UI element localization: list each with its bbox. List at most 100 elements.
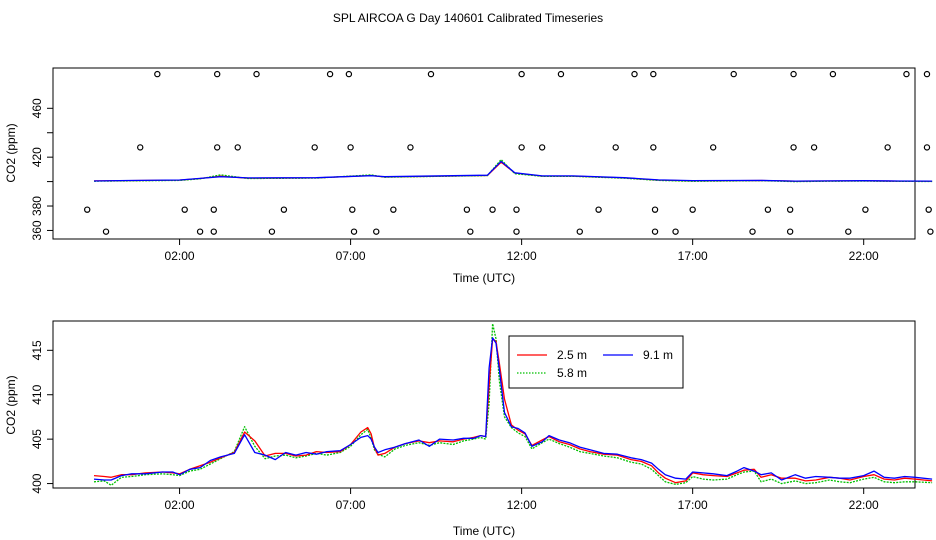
- bottom-plot-frame: [52, 320, 916, 489]
- bottom-y-tick-label: 400: [30, 473, 44, 493]
- bottom-y-axis: 400 405 410 415: [30, 340, 54, 494]
- top-lines: [93, 158, 933, 183]
- bottom-x-tick-label: 17:00: [678, 498, 708, 512]
- top-marker-point: [518, 70, 525, 78]
- top-marker-point: [373, 228, 380, 235]
- top-marker-point: [518, 144, 525, 151]
- top-marker-point: [612, 144, 619, 151]
- top-marker-point: [390, 206, 397, 213]
- top-y-tick-label: 380: [30, 196, 44, 216]
- top-marker-point: [923, 144, 931, 151]
- bottom-y-tick-label: 410: [30, 384, 44, 404]
- legend: 2.5 m 9.1 m 5.8 m: [508, 335, 684, 389]
- top-marker-point: [463, 206, 471, 213]
- top-x-tick-label: 07:00: [336, 249, 366, 263]
- top-marker-point: [862, 206, 869, 213]
- top-marker-point: [467, 228, 474, 235]
- top-marker-point: [709, 144, 717, 151]
- top-marker-point: [427, 70, 435, 78]
- top-marker-point: [347, 144, 354, 151]
- top-marker-point: [576, 228, 583, 235]
- top-marker-point: [210, 228, 217, 235]
- top-marker-point: [538, 144, 546, 151]
- top-marker-point: [84, 206, 91, 213]
- top-marker-point: [595, 206, 602, 213]
- top-plot-frame: [52, 67, 916, 240]
- top-x-axis: 02:00 07:00 12:00 17:00 22:00: [165, 238, 879, 263]
- top-marker-point: [407, 144, 414, 151]
- top-x-tick-label: 02:00: [165, 249, 195, 263]
- top-y-axis: 360 380 420 460: [30, 98, 54, 240]
- bottom-x-axis-label: Time (UTC): [453, 524, 515, 538]
- top-marker-point: [730, 70, 737, 78]
- top-marker-point: [884, 144, 891, 151]
- top-panel: 02:00 07:00 12:00 17:00 22:00 360 380 420 460 T…: [4, 67, 934, 285]
- chart-title: SPL AIRCOA G Day 140601 Calibrated Times…: [333, 11, 603, 25]
- top-marker-point: [786, 228, 794, 235]
- top-marker-point: [326, 70, 334, 78]
- top-marker-point: [650, 70, 657, 78]
- bottom-x-tick-label: 12:00: [507, 498, 537, 512]
- top-marker-point: [810, 144, 818, 151]
- legend-label-0: 2.5 m: [557, 348, 587, 362]
- bottom-x-tick-label: 22:00: [849, 498, 879, 512]
- top-marker-point: [925, 206, 932, 213]
- top-marker-point: [631, 70, 638, 78]
- top-marker-point: [790, 70, 797, 78]
- top-marker-point: [253, 70, 260, 78]
- top-marker-point: [786, 206, 794, 213]
- top-y-tick-label: 460: [30, 98, 44, 118]
- top-marker-point: [489, 206, 496, 213]
- top-marker-point: [311, 144, 318, 151]
- top-marker-point: [903, 70, 910, 78]
- top-marker-point: [345, 70, 353, 78]
- top-marker-point: [790, 144, 797, 151]
- bottom-y-axis-label: CO2 (ppm): [4, 375, 18, 434]
- top-marker-point: [557, 70, 565, 78]
- top-x-axis-label: Time (UTC): [453, 271, 515, 285]
- legend-box: [508, 335, 684, 389]
- top-marker-point: [196, 228, 204, 235]
- top-marker-point: [154, 70, 161, 78]
- top-marker-point: [651, 206, 659, 213]
- bottom-x-tick-label: 07:00: [336, 498, 366, 512]
- top-marker-point: [268, 228, 276, 235]
- bottom-panel: 02:00 07:00 12:00 17:00 22:00 400 405 410 415 T…: [4, 320, 933, 538]
- top-marker-point: [829, 70, 837, 78]
- top-marker-point: [234, 144, 241, 151]
- top-marker-point: [210, 206, 217, 213]
- top-marker-point: [672, 228, 679, 235]
- top-markers: [84, 70, 934, 235]
- top-x-tick-label: 12:00: [507, 249, 537, 263]
- bottom-y-tick-label: 415: [30, 340, 44, 360]
- bottom-x-axis: 02:00 07:00 12:00 17:00 22:00: [165, 487, 879, 512]
- top-y-tick-label: 420: [30, 147, 44, 167]
- top-marker-point: [927, 228, 934, 235]
- bottom-series-line-9-1-m: [93, 337, 933, 481]
- top-marker-point: [137, 144, 144, 151]
- legend-label-2: 5.8 m: [557, 366, 587, 380]
- top-series-line-9-1-m: [93, 160, 933, 182]
- top-marker-point: [181, 206, 188, 213]
- top-marker-point: [651, 228, 659, 235]
- bottom-y-tick-label: 405: [30, 429, 44, 449]
- top-marker-point: [764, 206, 772, 213]
- top-y-axis-label: CO2 (ppm): [4, 123, 18, 182]
- top-x-tick-label: 17:00: [678, 249, 708, 263]
- top-marker-point: [513, 206, 520, 213]
- top-marker-point: [513, 228, 520, 235]
- bottom-x-tick-label: 02:00: [165, 498, 195, 512]
- top-marker-point: [102, 228, 110, 235]
- top-x-tick-label: 22:00: [849, 249, 879, 263]
- top-marker-point: [213, 70, 221, 78]
- top-marker-point: [845, 228, 852, 235]
- top-marker-point: [349, 206, 356, 213]
- top-marker-point: [280, 206, 288, 213]
- top-marker-point: [923, 70, 931, 78]
- top-marker-point: [350, 228, 358, 235]
- top-marker-point: [689, 206, 696, 213]
- top-marker-point: [213, 144, 221, 151]
- bottom-lines: [93, 323, 933, 486]
- top-y-tick-label: 360: [30, 220, 44, 240]
